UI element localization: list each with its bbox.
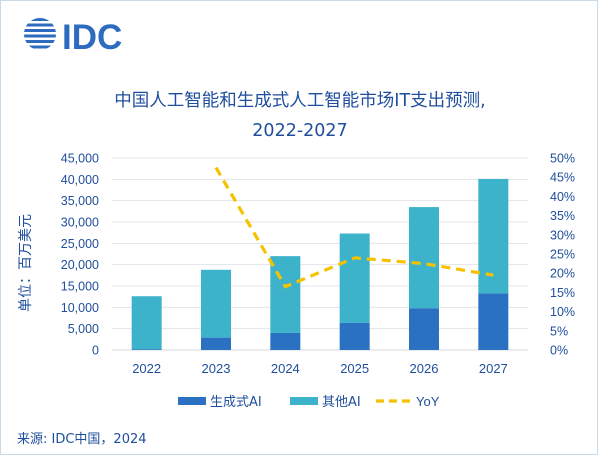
legend-swatch-other-ai	[290, 397, 318, 405]
y2-tick-label: 25%	[550, 248, 575, 262]
y-tick-label: 25,000	[61, 237, 99, 251]
y-tick-label: 40,000	[61, 173, 99, 187]
bar-generative-ai	[339, 322, 370, 350]
y2-tick-label: 15%	[550, 286, 575, 300]
y-tick-label: 35,000	[61, 194, 99, 208]
y-tick-label: 5,000	[68, 322, 99, 336]
bar-generative-ai	[270, 332, 301, 350]
chart-title-line1: 中国人工智能和生成式人工智能市场IT支出预测,	[114, 91, 486, 111]
y2-tick-label: 45%	[550, 171, 575, 185]
bar-other-ai	[339, 233, 370, 323]
y2-tick-label: 0%	[550, 344, 568, 358]
y-tick-label: 45,000	[61, 152, 99, 166]
x-tick-label: 2024	[271, 361, 300, 376]
y2-tick-label: 10%	[550, 305, 575, 319]
bar-other-ai	[270, 256, 301, 333]
legend-label-other-ai: 其他AI	[322, 395, 361, 410]
y2-tick-label: 30%	[550, 228, 575, 242]
y-tick-label: 10,000	[61, 301, 99, 315]
x-tick-label: 2025	[340, 361, 369, 376]
y2-tick-label: 40%	[550, 190, 575, 204]
bar-generative-ai	[131, 349, 162, 350]
y2-tick-label: 20%	[550, 267, 575, 281]
y-tick-label: 0	[92, 344, 99, 358]
y-tick-label: 15,000	[61, 280, 99, 294]
bar-generative-ai	[201, 337, 231, 350]
chart-title-line2: 2022-2027	[252, 121, 348, 141]
x-tick-label: 2027	[479, 361, 508, 376]
bar-other-ai	[478, 178, 509, 294]
bar-other-ai	[131, 296, 162, 350]
y2-tick-label: 5%	[550, 324, 568, 338]
bar-other-ai	[201, 269, 231, 338]
x-tick-label: 2026	[410, 361, 439, 376]
source-note: 来源: IDC中国，2024	[17, 432, 147, 447]
idc-logo: IDC	[24, 18, 122, 56]
bar-other-ai	[409, 207, 439, 309]
legend-label-yoy: YoY	[416, 394, 440, 409]
bar-generative-ai	[409, 308, 439, 350]
x-tick-label: 2022	[132, 361, 161, 376]
y2-tick-label: 35%	[550, 209, 575, 223]
legend-swatch-generative-ai	[178, 397, 206, 405]
bar-generative-ai	[478, 293, 509, 350]
legend-label-generative-ai: 生成式AI	[210, 395, 262, 410]
svg-text:IDC: IDC	[62, 18, 122, 56]
y-tick-label: 30,000	[61, 216, 99, 230]
y2-tick-label: 50%	[550, 152, 575, 166]
x-tick-label: 2023	[202, 361, 231, 376]
y-tick-label: 20,000	[61, 258, 99, 272]
